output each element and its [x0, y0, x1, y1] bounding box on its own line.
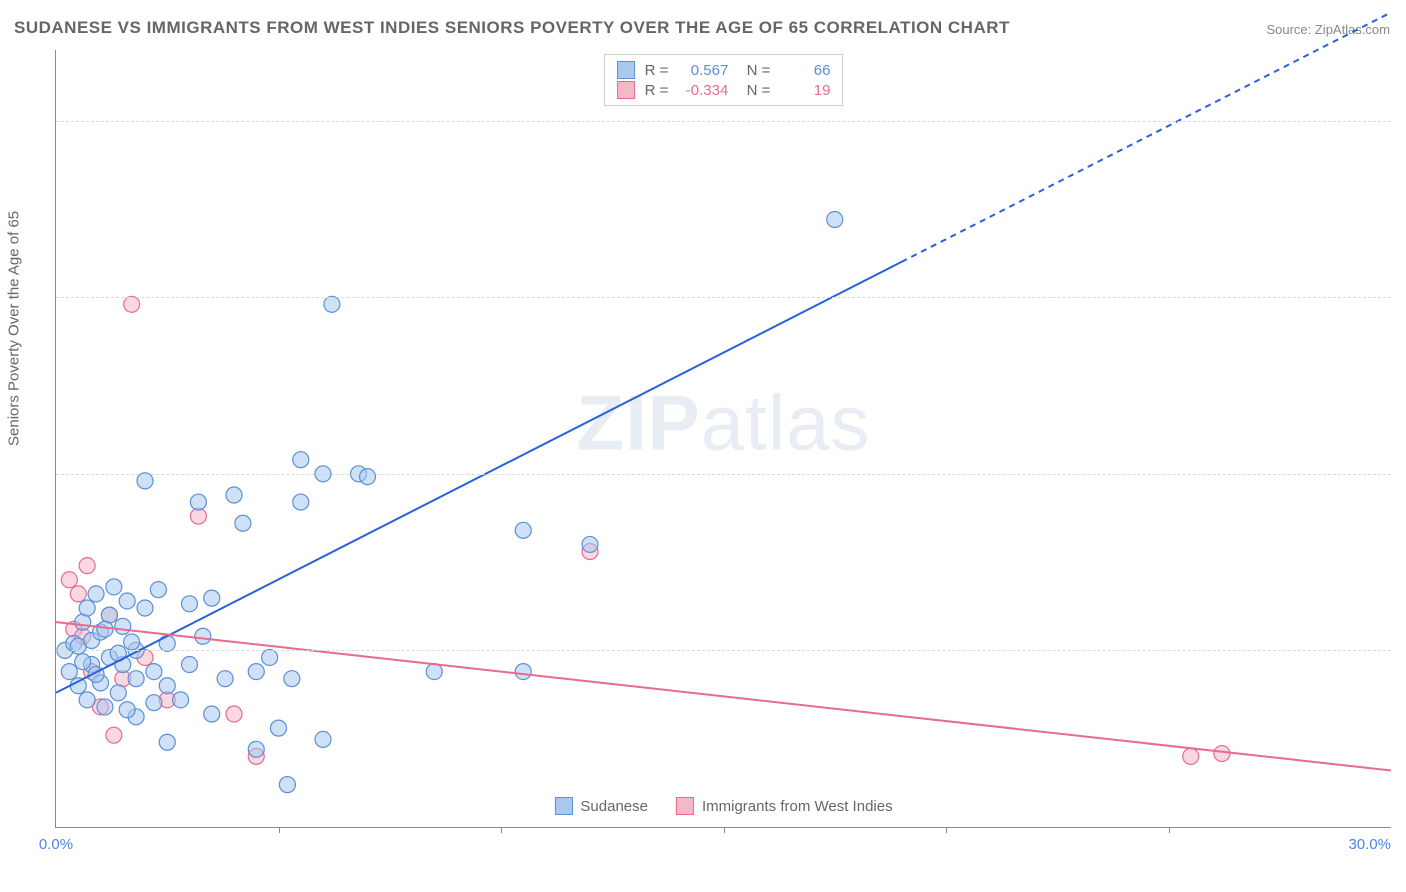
data-point	[159, 734, 175, 750]
data-point	[226, 487, 242, 503]
data-point	[79, 558, 95, 574]
data-point	[115, 618, 131, 634]
data-point	[101, 607, 117, 623]
source-attribution: Source: ZipAtlas.com	[1266, 22, 1390, 37]
data-point	[515, 522, 531, 538]
chart-container: SUDANESE VS IMMIGRANTS FROM WEST INDIES …	[0, 0, 1406, 892]
x-tick-mark	[1169, 827, 1170, 833]
x-tick-label: 30.0%	[1348, 836, 1391, 853]
data-point	[324, 296, 340, 312]
y-tick-label: 37.5%	[1396, 289, 1406, 306]
data-point	[137, 473, 153, 489]
data-point	[235, 515, 251, 531]
trendline	[902, 12, 1392, 261]
data-point	[204, 706, 220, 722]
x-tick-mark	[279, 827, 280, 833]
data-point	[75, 614, 91, 630]
gridline	[56, 121, 1391, 122]
source-value: ZipAtlas.com	[1315, 22, 1390, 37]
y-tick-label: 12.5%	[1396, 642, 1406, 659]
data-point	[217, 671, 233, 687]
data-point	[515, 664, 531, 680]
data-point	[182, 657, 198, 673]
data-point	[79, 600, 95, 616]
data-point	[262, 649, 278, 665]
data-point	[159, 635, 175, 651]
data-point	[61, 664, 77, 680]
source-label: Source:	[1266, 22, 1314, 37]
data-point	[195, 628, 211, 644]
data-point	[110, 685, 126, 701]
data-point	[248, 741, 264, 757]
x-tick-mark	[946, 827, 947, 833]
chart-svg	[56, 50, 1391, 827]
data-point	[146, 695, 162, 711]
data-point	[182, 596, 198, 612]
data-point	[426, 664, 442, 680]
gridline	[56, 297, 1391, 298]
data-point	[119, 702, 135, 718]
data-point	[79, 692, 95, 708]
data-point	[827, 212, 843, 228]
x-tick-mark	[501, 827, 502, 833]
data-point	[75, 654, 91, 670]
data-point	[70, 586, 86, 602]
plot-area: ZIPatlas R = 0.567 N = 66 R = -0.334 N =…	[55, 50, 1391, 828]
data-point	[284, 671, 300, 687]
data-point	[70, 678, 86, 694]
data-point	[128, 671, 144, 687]
x-tick-mark	[724, 827, 725, 833]
data-point	[97, 699, 113, 715]
data-point	[137, 600, 153, 616]
data-point	[173, 692, 189, 708]
data-point	[315, 731, 331, 747]
gridline	[56, 474, 1391, 475]
trendline	[56, 262, 902, 693]
data-point	[146, 664, 162, 680]
data-point	[119, 593, 135, 609]
y-tick-label: 25.0%	[1396, 465, 1406, 482]
data-point	[1214, 746, 1230, 762]
chart-title: SUDANESE VS IMMIGRANTS FROM WEST INDIES …	[14, 18, 1010, 38]
data-point	[226, 706, 242, 722]
data-point	[271, 720, 287, 736]
data-point	[360, 469, 376, 485]
data-point	[1183, 748, 1199, 764]
y-axis-label: Seniors Poverty Over the Age of 65	[6, 211, 23, 446]
data-point	[279, 777, 295, 793]
data-point	[159, 678, 175, 694]
x-tick-label: 0.0%	[39, 836, 73, 853]
data-point	[582, 536, 598, 552]
data-point	[204, 590, 220, 606]
data-point	[106, 727, 122, 743]
data-point	[106, 579, 122, 595]
data-point	[61, 572, 77, 588]
y-tick-label: 50.0%	[1396, 112, 1406, 129]
data-point	[124, 296, 140, 312]
data-point	[293, 494, 309, 510]
data-point	[88, 586, 104, 602]
data-point	[150, 582, 166, 598]
data-point	[190, 494, 206, 510]
data-point	[248, 664, 264, 680]
gridline	[56, 650, 1391, 651]
data-point	[124, 634, 140, 650]
data-point	[293, 452, 309, 468]
